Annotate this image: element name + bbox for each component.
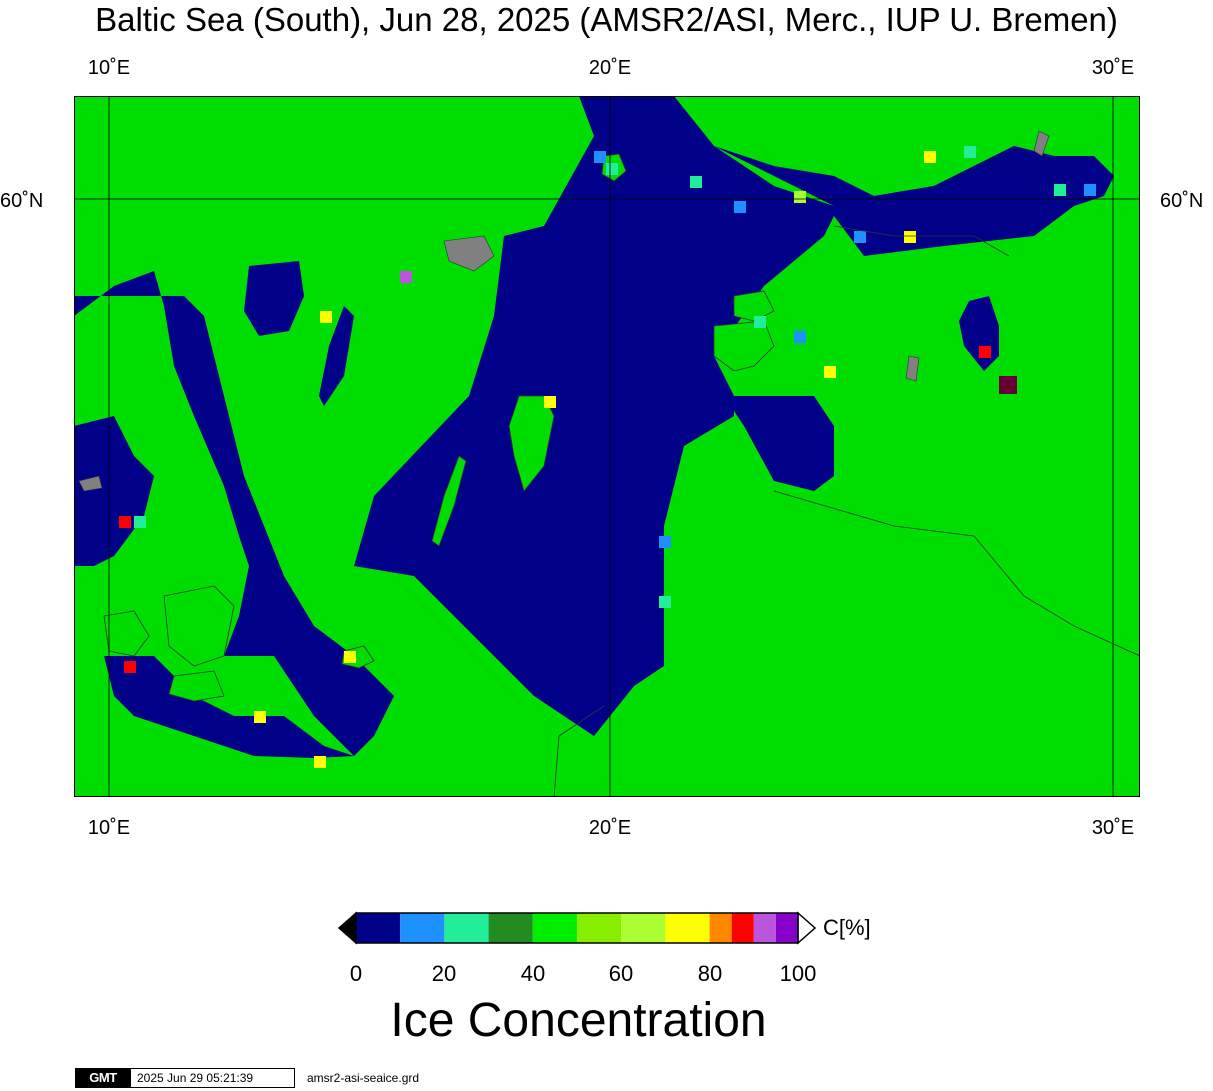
land-masses [103,153,775,702]
land-oland [431,455,467,547]
colorbar-frame [355,912,799,944]
coastal-ice-pixels [119,146,1096,768]
coastal-pixel [1054,184,1066,196]
coastal-pixel [979,346,991,358]
colorbar-tick-label: 40 [520,961,546,986]
colorbar-title: Ice Concentration [390,994,767,1047]
land-zealand [163,585,235,667]
colorbar-tick-label: 60 [608,961,634,986]
open-water-kattegat [74,271,394,756]
colorbar-bin-9 [731,913,754,943]
open-water-gulf-of-finland [714,146,1114,216]
colorbar-bin-6 [621,913,666,943]
timestamp: 2025 Jun 29 05:21:39 [131,1068,295,1088]
colorbar-bin-5 [577,913,622,943]
gmt-logo: GMT [75,1068,131,1088]
open-water-baltic-proper [354,96,1074,736]
border-line [553,705,605,797]
open-water-skagerrak [74,416,154,566]
coastal-pixel [544,396,556,408]
lon-label-top-30: 30˚E [1091,57,1135,79]
open-water-vattern [319,306,354,406]
colorbar-bin-8 [709,913,732,943]
map-frame [74,96,1140,797]
coastal-pixel [659,596,671,608]
colorbar-bin-3 [488,913,533,943]
coastal-pixel [594,151,606,163]
coastal-pixel [754,316,766,328]
colorbar-over-triangle [797,911,817,945]
coastal-pixel [824,366,836,378]
coastal-pixel [734,201,746,213]
colorbar-bin-0 [356,913,401,943]
no-data-patch-finland [1033,130,1050,157]
colorbar-bin-7 [665,913,710,943]
coastal-pixel [999,376,1017,394]
open-water-gulf-of-riga [724,396,834,491]
colorbar-unit-label: C[%] [823,915,871,940]
coastal-pixel [924,151,936,163]
coastal-pixel [320,311,332,323]
country-borders [553,225,1140,797]
colorbar-tick-label: 80 [697,961,723,986]
colorbar [337,911,817,945]
coastal-pixel [134,516,146,528]
colorbar-bin-2 [444,913,489,943]
coastal-pixel [794,191,806,203]
gmt-timestamp-footer: GMT 2025 Jun 29 05:21:39 amsr2-asi-seaic… [75,1068,419,1088]
coastal-pixel [254,711,266,723]
lon-label-bottom-30: 30˚E [1091,817,1135,839]
no-data-patch-peipus [905,355,920,382]
colorbar-bin-1 [400,913,445,943]
colorbar-under-triangle [337,911,357,945]
coastal-pixel [659,536,671,548]
sea-ice-map [74,96,1140,797]
coastal-pixel [344,651,356,663]
open-water-belt-sea [104,656,354,758]
colorbar-tick-label: 20 [431,961,457,986]
lat-label-right-60: 60˚N [1160,190,1204,212]
land-funen [103,610,150,657]
coastal-pixel [904,231,916,243]
no-data-patch-jutland [78,475,103,492]
lat-label-left-60: 60˚N [0,190,44,212]
coastal-pixel [124,661,136,673]
graticule [74,96,1140,797]
map-title: Baltic Sea (South), Jun 28, 2025 (AMSR2/… [95,1,1118,38]
no-data-patches [78,130,1050,492]
open-water [74,96,1114,758]
lon-label-top-20: 20˚E [588,57,632,79]
colorbar-bin-10 [753,913,776,943]
lon-label-bottom-10: 10˚E [87,817,131,839]
colorbar-bin-11 [775,913,798,943]
coastal-pixel [854,231,866,243]
colorbar-tick-label: 0 [349,961,363,986]
colorbar-tick-label: 100 [779,961,817,986]
coastal-pixel [314,756,326,768]
lon-label-top-10: 10˚E [87,57,131,79]
colorbar-bins [356,913,798,943]
no-data-patch-stockholm [443,235,495,272]
grid-filename: amsr2-asi-seaice.grd [307,1071,420,1085]
border-line [833,225,1010,257]
coastal-pixel [606,163,618,175]
coastal-pixel [794,331,806,343]
coastal-pixel [964,146,976,158]
coastal-pixel [690,176,702,188]
lon-label-bottom-20: 20˚E [588,817,632,839]
land-lolland [168,670,225,702]
open-water-vanern [244,261,304,336]
border-line [773,490,1140,657]
colorbar-bin-4 [532,913,577,943]
coastal-pixel [119,516,131,528]
coastal-pixel [1084,184,1096,196]
coastal-pixel [400,271,412,283]
